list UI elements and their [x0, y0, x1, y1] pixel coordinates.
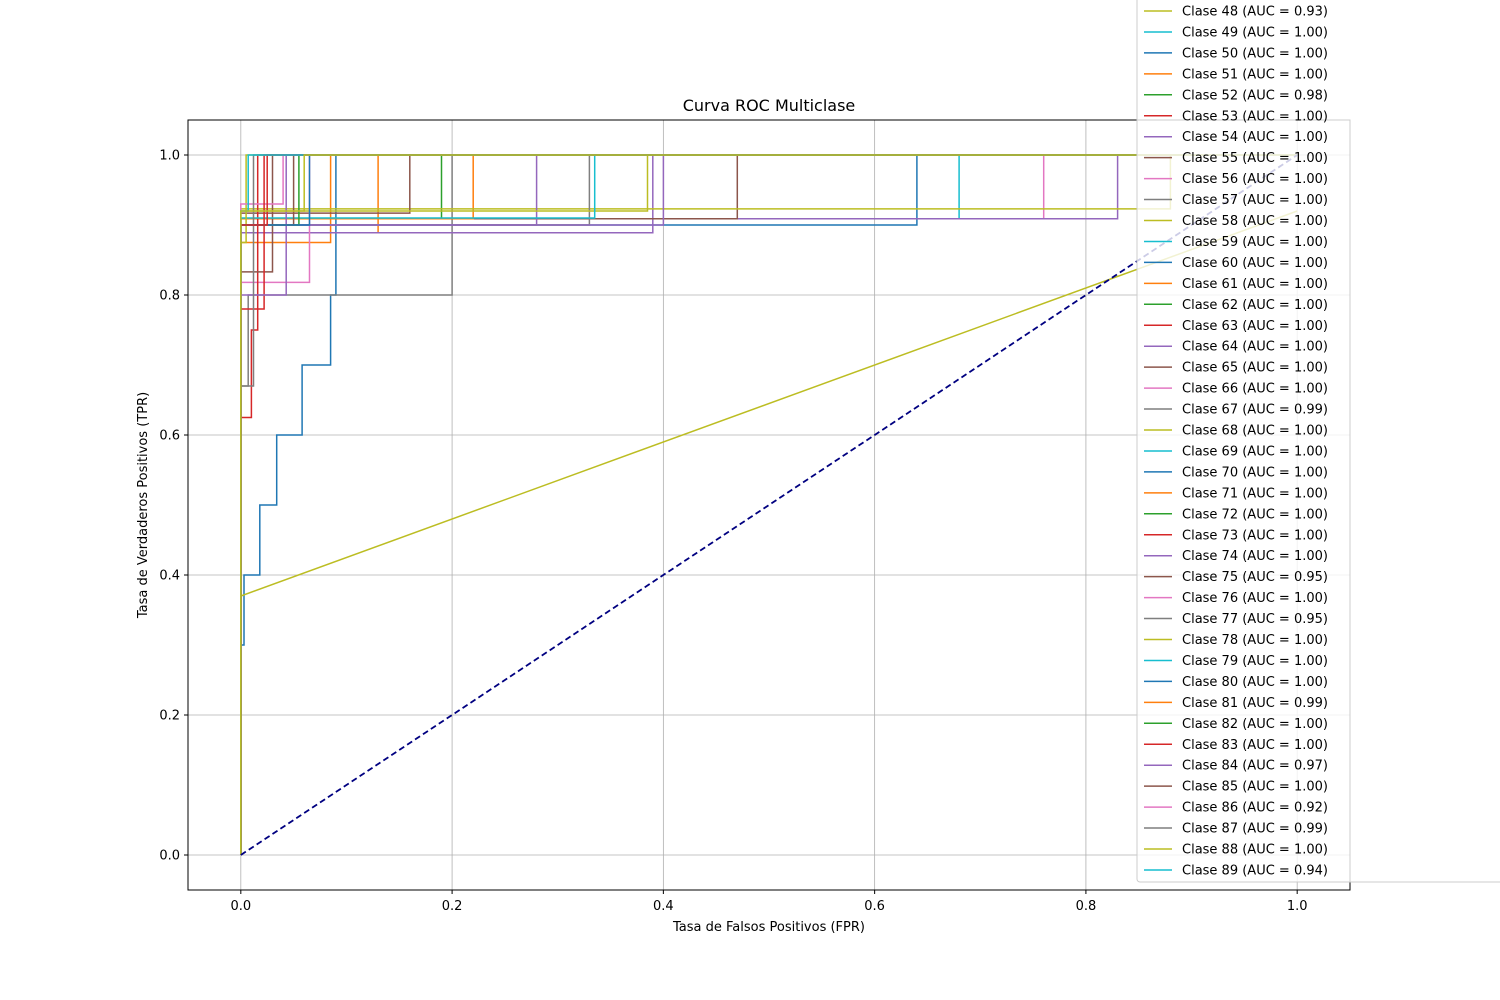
legend-entry: Clase 89 (AUC = 0.94) — [1182, 863, 1328, 878]
legend-entry: Clase 74 (AUC = 1.00) — [1182, 549, 1328, 564]
roc-curve — [240, 154, 1298, 855]
legend-entry: Clase 79 (AUC = 1.00) — [1182, 654, 1328, 669]
legend-entry: Clase 77 (AUC = 0.95) — [1182, 612, 1328, 627]
y-tick-label: 0.0 — [159, 849, 180, 864]
legend-entry: Clase 71 (AUC = 1.00) — [1182, 486, 1328, 501]
legend-entry: Clase 51 (AUC = 1.00) — [1182, 67, 1328, 82]
legend-entry: Clase 53 (AUC = 1.00) — [1182, 109, 1328, 124]
x-tick-label: 0.4 — [653, 899, 674, 914]
y-tick-label: 0.8 — [159, 289, 180, 304]
legend-entry: Clase 62 (AUC = 1.00) — [1182, 298, 1328, 313]
x-axis-label: Tasa de Falsos Positivos (FPR) — [672, 920, 865, 935]
legend-entry: Clase 70 (AUC = 1.00) — [1182, 465, 1328, 480]
legend: Clase 48 (AUC = 0.93) Clase 49 (AUC = 1.0… — [1136, 0, 1500, 883]
legend-entry: Clase 64 (AUC = 1.00) — [1182, 340, 1328, 355]
x-tick-label: 0.8 — [1076, 899, 1097, 914]
legend-entry: Clase 87 (AUC = 0.99) — [1182, 822, 1328, 837]
legend-entry: Clase 73 (AUC = 1.00) — [1182, 528, 1328, 543]
legend-entry: Clase 55 (AUC = 1.00) — [1182, 151, 1328, 166]
legend-entry: Clase 72 (AUC = 1.00) — [1182, 507, 1328, 522]
y-axis-label: Tasa de Verdaderos Positivos (TPR) — [136, 392, 151, 619]
x-axis-ticks: 0.0 0.2 0.4 0.6 0.8 1.0 — [230, 890, 1308, 914]
legend-entry: Clase 83 (AUC = 1.00) — [1182, 738, 1328, 753]
diagonal-line — [240, 154, 1298, 856]
diagonal-reference — [240, 154, 1298, 856]
legend-entry: Clase 61 (AUC = 1.00) — [1182, 277, 1328, 292]
y-tick-label: 0.6 — [159, 429, 180, 444]
legend-entry: Clase 63 (AUC = 1.00) — [1182, 319, 1328, 334]
y-tick-label: 1.0 — [159, 149, 180, 164]
x-tick-label: 1.0 — [1287, 899, 1308, 914]
x-tick-label: 0.2 — [442, 899, 463, 914]
legend-entry: Clase 69 (AUC = 1.00) — [1182, 444, 1328, 459]
legend-entry: Clase 84 (AUC = 0.97) — [1182, 759, 1328, 774]
legend-entry: Clase 49 (AUC = 1.00) — [1182, 25, 1328, 40]
x-tick-label: 0.0 — [230, 899, 251, 914]
legend-entry: Clase 86 (AUC = 0.92) — [1182, 801, 1328, 816]
legend-entry: Clase 50 (AUC = 1.00) — [1182, 46, 1328, 61]
legend-entry: Clase 76 (AUC = 1.00) — [1182, 591, 1328, 606]
y-tick-label: 0.4 — [159, 569, 180, 584]
legend-entry: Clase 59 (AUC = 1.00) — [1182, 235, 1328, 250]
legend-entry: Clase 78 (AUC = 1.00) — [1182, 633, 1328, 648]
legend-entry: Clase 65 (AUC = 1.00) — [1182, 361, 1328, 376]
legend-entry: Clase 54 (AUC = 1.00) — [1182, 130, 1328, 145]
y-axis-ticks: 0.0 0.2 0.4 0.6 0.8 1.0 — [159, 149, 188, 864]
legend-entry: Clase 75 (AUC = 0.95) — [1182, 570, 1328, 585]
legend-entry: Clase 80 (AUC = 1.00) — [1182, 675, 1328, 690]
legend-entry: Clase 68 (AUC = 1.00) — [1182, 424, 1328, 439]
legend-entry: Clase 82 (AUC = 1.00) — [1182, 717, 1328, 732]
legend-entry: Clase 66 (AUC = 1.00) — [1182, 382, 1328, 397]
legend-entry: Clase 57 (AUC = 1.00) — [1182, 193, 1328, 208]
legend-entry: Clase 48 (AUC = 0.93) — [1182, 5, 1328, 20]
legend-entry: Clase 56 (AUC = 1.00) — [1182, 172, 1328, 187]
legend-entry: Clase 81 (AUC = 0.99) — [1182, 696, 1328, 711]
x-tick-label: 0.6 — [864, 899, 885, 914]
chart-title: Curva ROC Multiclase — [683, 96, 856, 115]
legend-box — [1136, 0, 1500, 883]
legend-entry: Clase 60 (AUC = 1.00) — [1182, 256, 1328, 271]
legend-entry: Clase 58 (AUC = 1.00) — [1182, 214, 1328, 229]
legend-entry: Clase 67 (AUC = 0.99) — [1182, 403, 1328, 418]
y-tick-label: 0.2 — [159, 709, 180, 724]
legend-entry: Clase 85 (AUC = 1.00) — [1182, 780, 1328, 795]
legend-entry: Clase 88 (AUC = 1.00) — [1182, 843, 1328, 858]
legend-entry: Clase 52 (AUC = 0.98) — [1182, 88, 1328, 103]
